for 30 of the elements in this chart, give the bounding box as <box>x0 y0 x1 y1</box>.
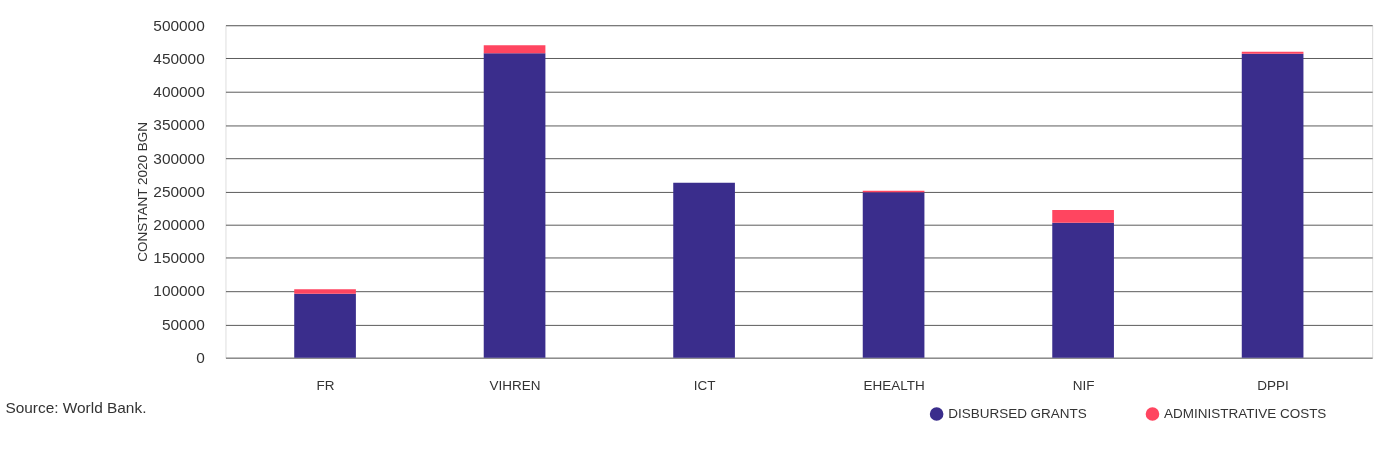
bar <box>1052 222 1114 358</box>
x-tick-label: FR <box>316 377 335 393</box>
y-tick-label: 200000 <box>153 216 205 234</box>
bar <box>1241 53 1304 358</box>
y-tick-label: 400000 <box>153 83 205 101</box>
bar <box>294 293 356 358</box>
x-tick-label: VIHREN <box>489 377 541 393</box>
y-tick-label: 50000 <box>161 315 205 333</box>
y-tick-label: 350000 <box>153 116 205 134</box>
bar <box>862 192 925 358</box>
y-tick-label: 150000 <box>153 249 205 267</box>
y-tick-label: 500000 <box>153 16 205 34</box>
x-tick-label: EHEALTH <box>863 377 925 393</box>
legend-label: DISBURSED GRANTS <box>948 405 1087 421</box>
bar <box>483 53 546 358</box>
y-tick-label: 100000 <box>153 282 205 300</box>
bar <box>1052 210 1114 223</box>
x-tick-label: NIF <box>1072 377 1095 393</box>
x-tick-label: DPPI <box>1257 377 1289 393</box>
bar <box>294 289 356 294</box>
y-axis-title: CONSTANT 2020 BGN <box>134 122 150 262</box>
legend-label: ADMINISTRATIVE COSTS <box>1164 405 1327 421</box>
bar <box>483 45 546 54</box>
source-note: Source: World Bank. <box>5 398 147 416</box>
bar <box>673 182 735 358</box>
y-tick-label: 450000 <box>153 49 205 67</box>
x-tick-label: ICT <box>693 377 716 393</box>
y-tick-label: 300000 <box>153 149 205 167</box>
y-tick-label: 0 <box>196 348 205 366</box>
y-tick-label: 250000 <box>153 182 205 200</box>
